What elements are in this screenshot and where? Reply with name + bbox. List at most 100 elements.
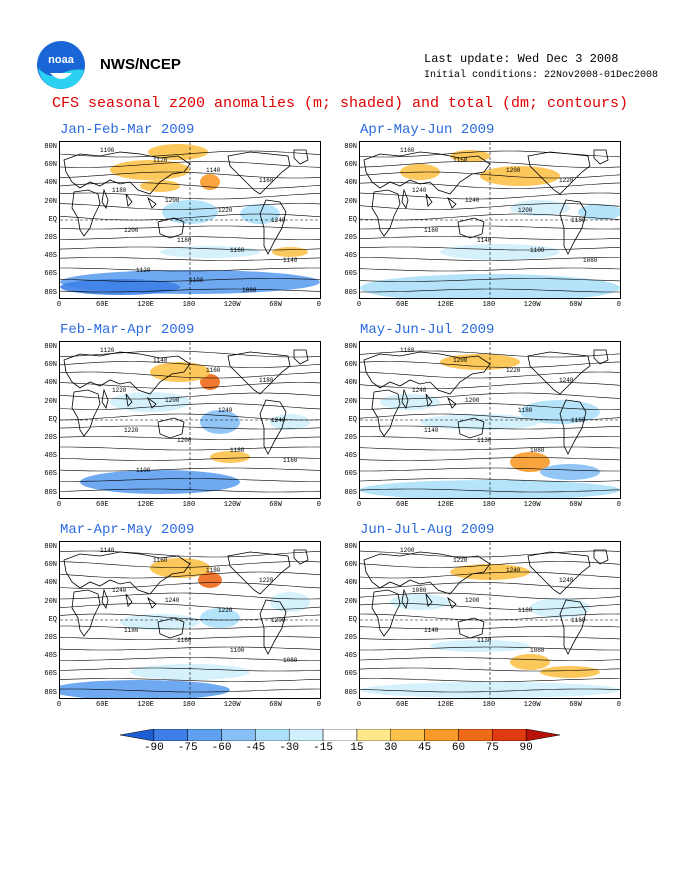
coastline-3 <box>125 593 133 607</box>
lon-label: 120E <box>137 301 154 309</box>
contour-line-11 <box>60 267 320 272</box>
lat-label: 80S <box>344 288 357 297</box>
colorbar-label: -30 <box>279 742 300 754</box>
contour-line-1 <box>60 161 320 168</box>
lat-label: 80S <box>44 288 57 297</box>
lat-label: 80S <box>44 488 57 497</box>
lat-label: 60N <box>44 161 57 170</box>
colorbar-swatch <box>288 729 324 741</box>
contour-label: 1140 <box>206 167 221 174</box>
lat-label: 80N <box>44 343 57 351</box>
contour-line-3 <box>360 382 620 389</box>
colorbar-swatch <box>153 729 188 741</box>
coastline-4 <box>447 196 457 209</box>
lat-label: 40N <box>344 579 357 588</box>
lon-label: 0 <box>316 301 321 309</box>
coastline-5 <box>157 417 185 439</box>
lat-label: 40N <box>344 379 357 388</box>
lat-label: 60S <box>44 470 57 479</box>
contour-line-0 <box>60 550 320 558</box>
contour-label: 1240 <box>165 597 180 604</box>
anomaly-shade-5 <box>210 451 250 463</box>
lat-label: 40S <box>44 252 57 261</box>
contour-label: 1140 <box>283 257 298 264</box>
contour-label: 1150 <box>453 157 468 164</box>
contour-label: 1160 <box>400 347 415 354</box>
contour-line-0 <box>360 550 620 558</box>
contour-line-3 <box>60 182 320 189</box>
coastline-2 <box>101 388 109 409</box>
anomaly-shade-4 <box>510 654 550 670</box>
lat-label: 80N <box>44 143 57 151</box>
contour-label: 1100 <box>530 247 545 254</box>
map-svg: 1100 1120 1140 1160 1180 1200 1220 1240 1200 1180… <box>60 142 320 298</box>
contour-label: 1240 <box>559 377 574 384</box>
coastline-4 <box>447 396 457 409</box>
lat-label: EQ <box>48 215 57 224</box>
lon-label: 180 <box>182 301 196 309</box>
anomaly-shade-6 <box>60 680 230 698</box>
coastline-6 <box>527 551 591 595</box>
contour-label: 1180 <box>124 627 139 634</box>
contour-line-0 <box>60 350 320 358</box>
coastline-1 <box>71 189 101 237</box>
colorbar-label: -60 <box>211 742 232 754</box>
coastline-1 <box>371 389 401 437</box>
anomaly-shade-6 <box>360 274 620 298</box>
lon-label: 0 <box>316 501 321 509</box>
contour-label: 1100 <box>230 647 245 654</box>
lon-label: 0 <box>616 301 621 309</box>
contour-label: 1240 <box>506 567 521 574</box>
colorbar-swatch <box>424 729 459 741</box>
contour-line-11 <box>360 667 620 672</box>
lat-label: 80S <box>44 688 57 697</box>
map-svg: 1200 1220 1240 1240 1080 1200 1180 1160 1140 1130… <box>360 542 620 698</box>
contour-label: 1160 <box>177 637 192 644</box>
coastline-4 <box>147 596 157 609</box>
lat-label: 40S <box>344 452 357 461</box>
contour-label: 1120 <box>136 267 151 274</box>
colorbar-label: 45 <box>418 742 432 754</box>
lat-axis-3: 80N 60N 40N 20N EQ 20S 40S 60S 80S <box>33 341 57 499</box>
last-update: Last update: Wed Dec 3 2008 <box>424 52 619 66</box>
lat-label: 20S <box>44 634 57 642</box>
lon-label: 120E <box>137 701 154 709</box>
contour-line-2 <box>60 571 320 579</box>
contour-line-7 <box>60 225 320 230</box>
coastline-8 <box>293 549 309 565</box>
colorbar-swatch <box>356 729 392 741</box>
contour-label: 1240 <box>271 417 286 424</box>
contour-label: 1220 <box>259 577 274 584</box>
lat-label: 80N <box>344 543 357 551</box>
lat-label: EQ <box>48 615 57 624</box>
anomaly-shade-5 <box>540 464 600 480</box>
panel-title-2: Apr-May-Jun 2009 <box>360 122 495 138</box>
contour-label: 1240 <box>218 407 233 414</box>
lat-label: 20S <box>344 634 357 642</box>
anomaly-shade-4 <box>510 452 550 472</box>
lat-label: 40S <box>44 652 57 661</box>
contour-line-11 <box>360 267 620 272</box>
contour-label: 1240 <box>559 577 574 584</box>
coastline-7 <box>259 399 287 455</box>
coastline-2 <box>101 188 109 209</box>
contour-label: 1160 <box>424 227 439 234</box>
lat-label: 60S <box>44 670 57 679</box>
contour-label: 1240 <box>412 387 427 394</box>
lat-label: 40S <box>44 452 57 461</box>
coastline-8 <box>293 149 309 165</box>
lat-label: 40N <box>344 179 357 188</box>
lat-label: 80S <box>344 688 357 697</box>
coastline-5 <box>157 217 185 239</box>
anomaly-shade-5 <box>440 244 560 260</box>
panel-title-5: Mar-Apr-May 2009 <box>60 522 195 538</box>
contour-label: 1220 <box>112 387 127 394</box>
contour-label: 1140 <box>153 357 168 364</box>
lat-label: 60N <box>44 361 57 370</box>
anomaly-shade-1 <box>480 166 560 186</box>
lon-label: 0 <box>356 501 362 509</box>
lat-label: 80N <box>344 343 357 351</box>
anomaly-shade-1 <box>390 594 450 610</box>
lon-label: 180 <box>482 301 496 309</box>
coastline-6 <box>227 351 291 395</box>
